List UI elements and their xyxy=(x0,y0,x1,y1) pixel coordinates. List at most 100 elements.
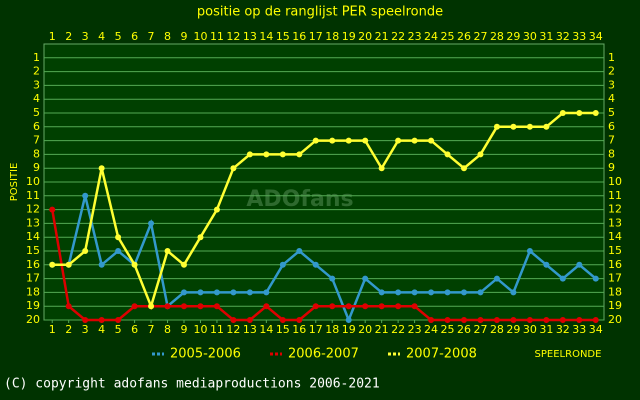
data-point xyxy=(181,289,187,296)
y-tick-label: 13 xyxy=(26,216,40,229)
data-point xyxy=(461,317,467,323)
data-point xyxy=(49,206,56,213)
data-point xyxy=(296,248,303,254)
data-point xyxy=(345,317,352,323)
x-tick-label-top: 21 xyxy=(375,30,389,43)
series-line xyxy=(52,195,597,324)
y-tick-label-right: 3 xyxy=(608,78,615,91)
data-point xyxy=(576,110,583,116)
data-point xyxy=(197,303,204,310)
x-tick-label-top: 30 xyxy=(523,30,537,43)
x-tick-label: 18 xyxy=(325,323,339,336)
x-tick-label-top: 7 xyxy=(148,30,155,43)
data-point xyxy=(65,261,72,268)
x-tick-label-top: 1 xyxy=(49,30,56,43)
y-tick-label-right: 5 xyxy=(608,106,615,119)
data-point xyxy=(559,317,566,323)
data-point xyxy=(164,303,171,310)
data-point xyxy=(428,137,435,144)
watermark: ADOfans xyxy=(246,187,353,212)
x-tick-label: 31 xyxy=(539,323,553,336)
data-point xyxy=(230,317,237,323)
x-tick-label: 26 xyxy=(457,323,471,336)
x-tick-label-top: 16 xyxy=(292,30,306,43)
data-point xyxy=(428,317,435,323)
x-tick-label: 1 xyxy=(49,323,56,336)
x-tick-label: 23 xyxy=(408,323,422,336)
x-tick-label-top: 14 xyxy=(259,30,273,43)
data-point xyxy=(362,275,369,282)
data-point xyxy=(279,261,286,268)
y-tick-label: 14 xyxy=(26,230,40,243)
x-tick-label-top: 17 xyxy=(309,30,323,43)
data-point xyxy=(411,303,418,310)
x-tick-label: 25 xyxy=(441,323,455,336)
y-tick-label-right: 10 xyxy=(608,175,622,188)
data-point xyxy=(82,192,89,199)
x-tick-label-top: 10 xyxy=(193,30,207,43)
y-tick-label: 16 xyxy=(26,258,40,271)
data-point xyxy=(592,110,599,116)
data-point xyxy=(115,317,122,323)
x-tick-label: 22 xyxy=(391,323,405,336)
data-point xyxy=(197,289,204,296)
y-tick-label: 1 xyxy=(33,51,40,64)
y-tick-label: 15 xyxy=(26,244,40,257)
data-point xyxy=(230,165,237,172)
y-axis-label: POSITIE xyxy=(9,163,20,202)
data-point xyxy=(576,261,583,268)
y-tick-label: 6 xyxy=(33,120,40,133)
x-tick-label: 21 xyxy=(375,323,389,336)
data-point xyxy=(246,317,253,323)
x-tick-label: 3 xyxy=(82,323,89,336)
x-tick-label-top: 23 xyxy=(408,30,422,43)
y-tick-label-right: 12 xyxy=(608,203,622,216)
y-tick-label-right: 17 xyxy=(608,272,622,285)
data-point xyxy=(181,303,187,310)
x-tick-label-top: 13 xyxy=(243,30,257,43)
x-tick-label-top: 5 xyxy=(115,30,122,43)
data-point xyxy=(378,303,385,310)
x-tick-label-top: 19 xyxy=(342,30,356,43)
footer: (C) copyright adofans mediaproductions 2… xyxy=(4,377,380,392)
x-tick-label: 11 xyxy=(210,323,224,336)
y-tick-label: 12 xyxy=(26,203,40,216)
data-point xyxy=(493,317,500,323)
data-point xyxy=(213,303,220,310)
data-point xyxy=(395,303,402,310)
x-tick-label-top: 26 xyxy=(457,30,471,43)
x-tick-label: 9 xyxy=(181,323,188,336)
data-point xyxy=(411,289,418,296)
y-tick-label: 11 xyxy=(26,189,40,202)
data-point xyxy=(378,289,385,296)
y-tick-label: 7 xyxy=(33,134,40,147)
y-tick-label: 8 xyxy=(33,147,40,160)
data-point xyxy=(246,289,253,296)
y-tick-label: 3 xyxy=(33,78,40,91)
data-point xyxy=(115,234,122,241)
data-point xyxy=(395,289,402,296)
y-tick-label: 5 xyxy=(33,106,40,119)
data-point xyxy=(362,137,369,144)
data-point xyxy=(65,303,72,310)
x-tick-label-top: 29 xyxy=(506,30,520,43)
y-tick-label-right: 14 xyxy=(608,230,622,243)
y-tick-label-right: 1 xyxy=(608,51,615,64)
x-tick-label: 15 xyxy=(276,323,290,336)
data-point xyxy=(378,165,385,172)
data-point xyxy=(493,123,500,130)
x-tick-label-top: 12 xyxy=(226,30,240,43)
data-point xyxy=(131,261,138,268)
data-point xyxy=(559,275,566,282)
y-tick-label-right: 18 xyxy=(608,285,622,298)
y-tick-label-right: 11 xyxy=(608,189,622,202)
data-point xyxy=(444,317,451,323)
x-tick-label-top: 34 xyxy=(589,30,603,43)
data-point xyxy=(49,261,56,268)
x-tick-label-top: 4 xyxy=(98,30,105,43)
x-tick-label: 4 xyxy=(98,323,105,336)
x-tick-label: 10 xyxy=(193,323,207,336)
data-point xyxy=(98,317,105,323)
x-tick-label: 19 xyxy=(342,323,356,336)
legend-label: 2006-2007 xyxy=(288,347,359,362)
